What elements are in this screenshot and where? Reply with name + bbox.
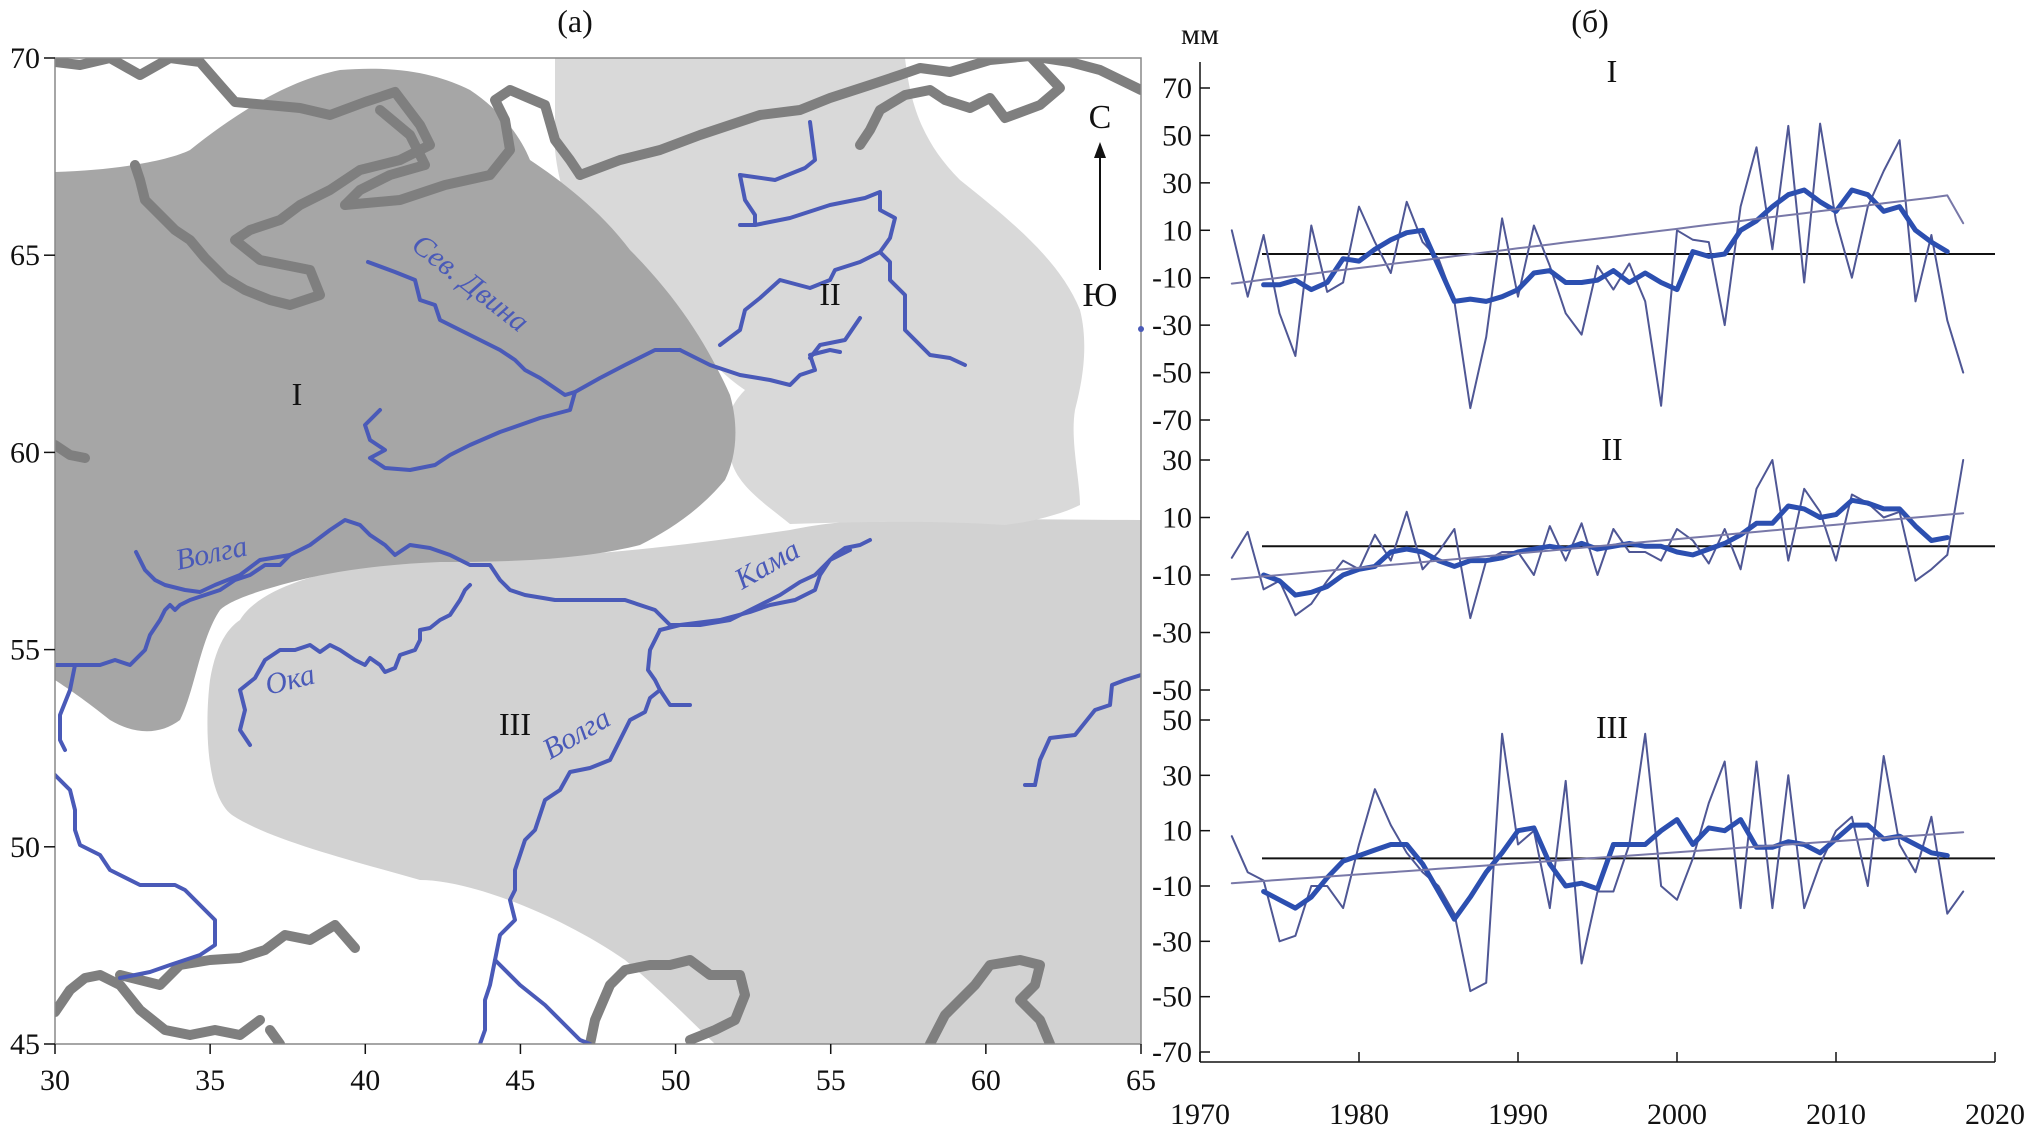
- map-x-tick-label: 35: [195, 1064, 225, 1097]
- region-I-label: I: [292, 376, 303, 412]
- chart-x-tick-label: 2000: [1647, 1098, 1707, 1131]
- chart-III-smoothed-series: [1261, 817, 1950, 922]
- chart-y-tick-label: -50: [1152, 357, 1192, 390]
- compass-north-label: С: [1089, 99, 1112, 136]
- chart-y-tick-label: 30: [1162, 444, 1192, 477]
- map-panel: (а): [10, 3, 1156, 1097]
- chart-panel: (б) мм 1970 1980 1990 2000 2010 2020 70 50 30 10…: [1152, 3, 2025, 1131]
- chart-y-tick-label: 70: [1162, 72, 1192, 105]
- chart-y-tick-label: -10: [1152, 262, 1192, 295]
- map-x-tick-label: 40: [350, 1064, 380, 1097]
- chart-III-annual-series: [1230, 732, 1965, 993]
- chart-II-annual-series: [1230, 459, 1965, 620]
- map-x-tick-label: 50: [661, 1064, 691, 1097]
- coastline: [55, 58, 1141, 1044]
- chart-I-annual-series: [1230, 122, 1965, 410]
- river-kama: [658, 548, 852, 632]
- region-II: [555, 58, 1085, 525]
- chart-x-ticks: 1970 1980 1990 2000 2010 2020: [1170, 1052, 2025, 1131]
- map-x-tick-label: 30: [40, 1064, 70, 1097]
- chart-title: II: [1601, 431, 1622, 467]
- chart-y-tick-label: -50: [1152, 981, 1192, 1014]
- map-x-tick-label: 55: [816, 1064, 846, 1097]
- region-I: [55, 68, 736, 732]
- chart-y-tick-label: -10: [1152, 870, 1192, 903]
- region-III-label: III: [499, 706, 531, 742]
- river-oka: [238, 583, 472, 747]
- chart-y-tick-label: 10: [1162, 214, 1192, 247]
- chart-II: 30 10 -10 -30 -50 II: [1152, 431, 1995, 707]
- chart-III-trend-line: [1230, 831, 1965, 885]
- chart-I-smoothed-series: [1261, 187, 1950, 304]
- charts-group: 70503010-10-30-50-70I3010-10-30-50II5030…: [1152, 53, 1995, 1069]
- chart-y-tick-label: -10: [1152, 559, 1192, 592]
- chart-II-trend-line: [1230, 512, 1965, 581]
- map-panel-label: (а): [557, 3, 593, 39]
- chart-y-tick-label: -30: [1152, 309, 1192, 342]
- chart-x-tick-label: 1980: [1329, 1098, 1389, 1131]
- map-y-tick-label: 50: [10, 831, 40, 864]
- river-volga-north: [134, 518, 872, 627]
- chart-x-tick-label: 2020: [1965, 1098, 2025, 1131]
- map-edge-dot: [1138, 326, 1144, 332]
- map-y-tick-label: 45: [10, 1028, 40, 1061]
- map-y-tick-label: 65: [10, 239, 40, 272]
- chart-III: 50 30 10 -10 -30 -50 -70 III: [1152, 704, 1995, 1069]
- chart-y-tick-label: 30: [1162, 167, 1192, 200]
- chart-y-tick-label: -70: [1152, 404, 1192, 437]
- map-x-ticks: 30 35 40 45 50 55 60 65: [40, 1044, 1156, 1097]
- chart-title: I: [1607, 53, 1618, 89]
- chart-x-tick-label: 1990: [1488, 1098, 1548, 1131]
- chart-II-smoothed-series: [1261, 497, 1950, 598]
- compass: С Ю: [1083, 99, 1118, 314]
- chart-panel-label: (б): [1571, 3, 1609, 39]
- chart-y-tick-label: -30: [1152, 925, 1192, 958]
- chart-x-tick-label: 2010: [1806, 1098, 1866, 1131]
- chart-I: 70 50 30 10 -10 -30 -50 -70 I: [1152, 53, 1995, 437]
- chart-y-tick-label: -30: [1152, 617, 1192, 650]
- chart-y-tick-label: 50: [1162, 119, 1192, 152]
- map-y-tick-label: 55: [10, 634, 40, 667]
- chart-y-tick-label: -70: [1152, 1036, 1192, 1069]
- map-frame: [54, 57, 1142, 1045]
- compass-arrowhead-icon: [1094, 142, 1106, 158]
- compass-south-label: Ю: [1083, 277, 1118, 314]
- river-sev-dvina: [366, 260, 682, 397]
- chart-title: III: [1596, 709, 1628, 745]
- chart-y-tick-label: 10: [1162, 502, 1192, 535]
- map-x-tick-label: 45: [505, 1064, 535, 1097]
- map-y-tick-label: 70: [10, 42, 40, 75]
- map-y-ticks: 70 65 60 55 50 45: [10, 42, 55, 1061]
- rivers: [55, 120, 1141, 1044]
- region-III: [207, 519, 1141, 1044]
- chart-unit-label: мм: [1181, 18, 1219, 51]
- map-y-tick-label: 60: [10, 436, 40, 469]
- region-II-label: II: [819, 276, 840, 312]
- chart-y-tick-label: 30: [1162, 759, 1192, 792]
- chart-y-tick-label: 10: [1162, 815, 1192, 848]
- map-x-tick-label: 65: [1126, 1064, 1156, 1097]
- chart-y-tick-label: -50: [1152, 674, 1192, 707]
- chart-x-tick-label: 1970: [1170, 1098, 1230, 1131]
- chart-y-tick-label: 50: [1162, 704, 1192, 737]
- map-x-tick-label: 60: [971, 1064, 1001, 1097]
- river-volga-south: [478, 628, 662, 1044]
- chart-I-trend-line: [1230, 194, 1965, 285]
